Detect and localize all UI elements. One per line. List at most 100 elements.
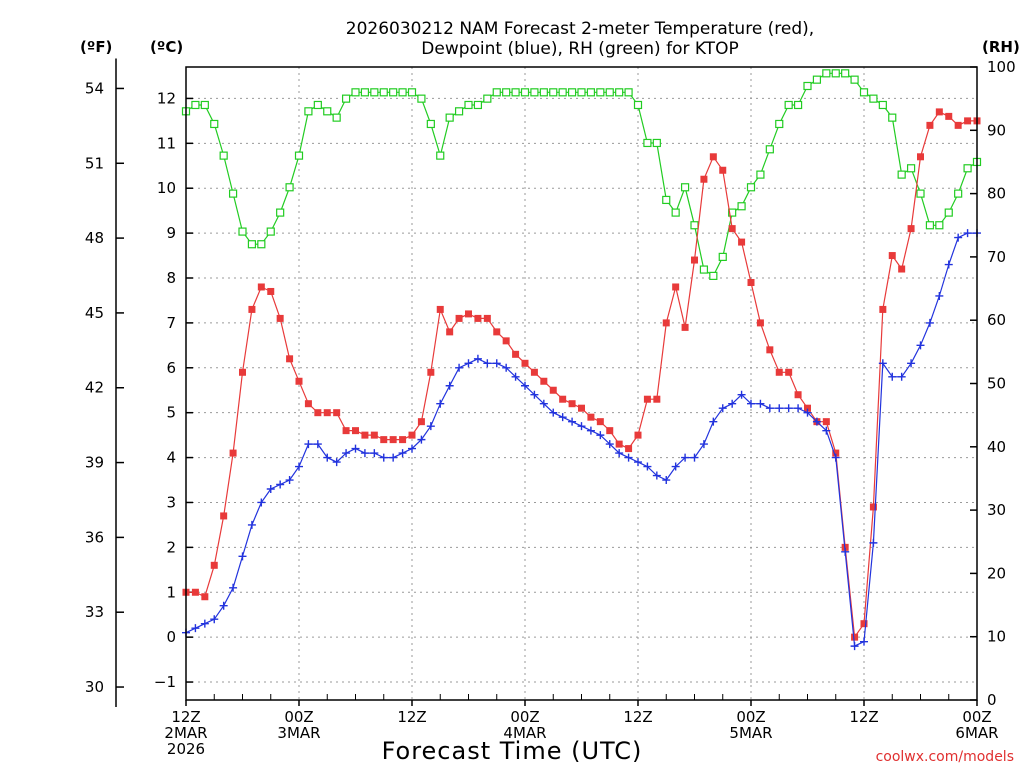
series-line bbox=[185, 232, 977, 648]
data-point bbox=[266, 227, 275, 236]
data-point bbox=[681, 323, 689, 331]
data-point bbox=[464, 100, 473, 110]
data-point bbox=[605, 88, 614, 97]
x-axis-label: Forecast Time (UTC) bbox=[382, 737, 643, 765]
data-point bbox=[417, 435, 426, 444]
data-point bbox=[747, 399, 755, 408]
data-point bbox=[332, 113, 341, 122]
data-point bbox=[897, 170, 906, 179]
celsius-tick-label: 1 bbox=[166, 583, 176, 601]
chart-title-line-2: Dewpoint (blue), RH (green) for KTOP bbox=[421, 39, 738, 59]
data-point bbox=[643, 395, 651, 403]
data-point bbox=[247, 240, 257, 249]
data-point bbox=[832, 449, 840, 457]
data-point bbox=[643, 462, 652, 471]
data-point bbox=[897, 372, 906, 381]
data-point bbox=[341, 94, 351, 103]
fahrenheit-tick-label: 54 bbox=[85, 79, 104, 97]
rh-tick-label: 80 bbox=[987, 185, 1006, 203]
data-point bbox=[756, 170, 765, 179]
data-point bbox=[925, 221, 935, 230]
data-point bbox=[559, 395, 567, 403]
data-point bbox=[454, 107, 464, 116]
data-point bbox=[427, 368, 435, 376]
data-point bbox=[191, 100, 200, 110]
data-point bbox=[247, 520, 256, 529]
data-point bbox=[596, 88, 605, 97]
data-point bbox=[746, 183, 756, 192]
data-point bbox=[578, 404, 585, 412]
data-point bbox=[323, 409, 331, 417]
data-point bbox=[935, 108, 943, 116]
data-point bbox=[408, 444, 416, 453]
data-point bbox=[351, 444, 360, 453]
data-point bbox=[200, 619, 209, 628]
data-point bbox=[634, 458, 642, 467]
data-point bbox=[606, 427, 614, 435]
fahrenheit-tick-label: 51 bbox=[85, 154, 104, 172]
data-point bbox=[586, 88, 596, 97]
data-point bbox=[954, 189, 963, 198]
data-point bbox=[257, 283, 265, 291]
data-point bbox=[294, 151, 304, 160]
data-point bbox=[850, 75, 859, 84]
data-point bbox=[850, 642, 859, 651]
time-tick-label: 2026 bbox=[167, 740, 205, 758]
data-point bbox=[210, 119, 219, 129]
data-point bbox=[633, 100, 643, 110]
data-point bbox=[935, 291, 944, 300]
rh-series bbox=[181, 69, 982, 280]
time-tick-label: 3MAR bbox=[277, 724, 320, 742]
data-point bbox=[313, 100, 322, 110]
data-point bbox=[483, 314, 491, 322]
data-point bbox=[794, 391, 802, 399]
data-point bbox=[511, 88, 520, 97]
data-point bbox=[888, 252, 896, 260]
data-point bbox=[210, 561, 218, 569]
data-point bbox=[756, 399, 765, 408]
fahrenheit-tick-label: 45 bbox=[85, 304, 104, 322]
data-point bbox=[228, 189, 238, 198]
data-point bbox=[691, 256, 698, 264]
data-point bbox=[653, 395, 661, 403]
data-point bbox=[964, 117, 972, 125]
data-point bbox=[756, 319, 764, 327]
data-point bbox=[690, 221, 699, 230]
fahrenheit-axis-unit: (ºF) bbox=[80, 38, 112, 56]
data-point bbox=[266, 485, 275, 493]
fahrenheit-axis: 30 33 36 39 42 45 48 51 54 bbox=[85, 58, 124, 707]
rh-tick-label: 40 bbox=[987, 438, 1006, 456]
data-point bbox=[860, 637, 868, 646]
data-point bbox=[812, 417, 821, 426]
data-point bbox=[672, 283, 680, 291]
data-point bbox=[568, 400, 576, 408]
rh-tick-label: 60 bbox=[987, 311, 1006, 329]
data-point bbox=[492, 88, 501, 97]
data-point bbox=[417, 94, 426, 103]
data-point bbox=[530, 88, 539, 97]
data-point bbox=[596, 418, 604, 426]
data-point bbox=[436, 305, 444, 313]
data-point bbox=[464, 359, 473, 368]
data-point bbox=[502, 88, 511, 97]
time-tick-label: 12Z bbox=[171, 708, 200, 726]
source-credit: coolwx.com/models bbox=[876, 749, 1014, 765]
plot-frame bbox=[185, 66, 978, 701]
data-point bbox=[445, 113, 454, 122]
chart-title-line-1: 2026030212 NAM Forecast 2-meter Temperat… bbox=[346, 19, 814, 39]
data-point bbox=[926, 121, 934, 129]
data-point bbox=[888, 113, 897, 122]
rh-axis: 0 10 20 30 40 50 60 70 80 90 100 bbox=[970, 58, 1016, 709]
rh-tick-label: 100 bbox=[987, 58, 1016, 76]
data-point bbox=[398, 88, 407, 97]
data-point bbox=[784, 404, 793, 413]
data-point bbox=[662, 195, 671, 205]
data-point bbox=[426, 422, 435, 431]
data-point bbox=[530, 390, 539, 399]
data-point bbox=[323, 453, 332, 462]
data-point bbox=[239, 368, 246, 376]
data-point bbox=[822, 426, 831, 435]
temperature-series bbox=[182, 108, 981, 641]
rh-tick-label: 30 bbox=[987, 501, 1006, 519]
data-point bbox=[859, 88, 869, 97]
